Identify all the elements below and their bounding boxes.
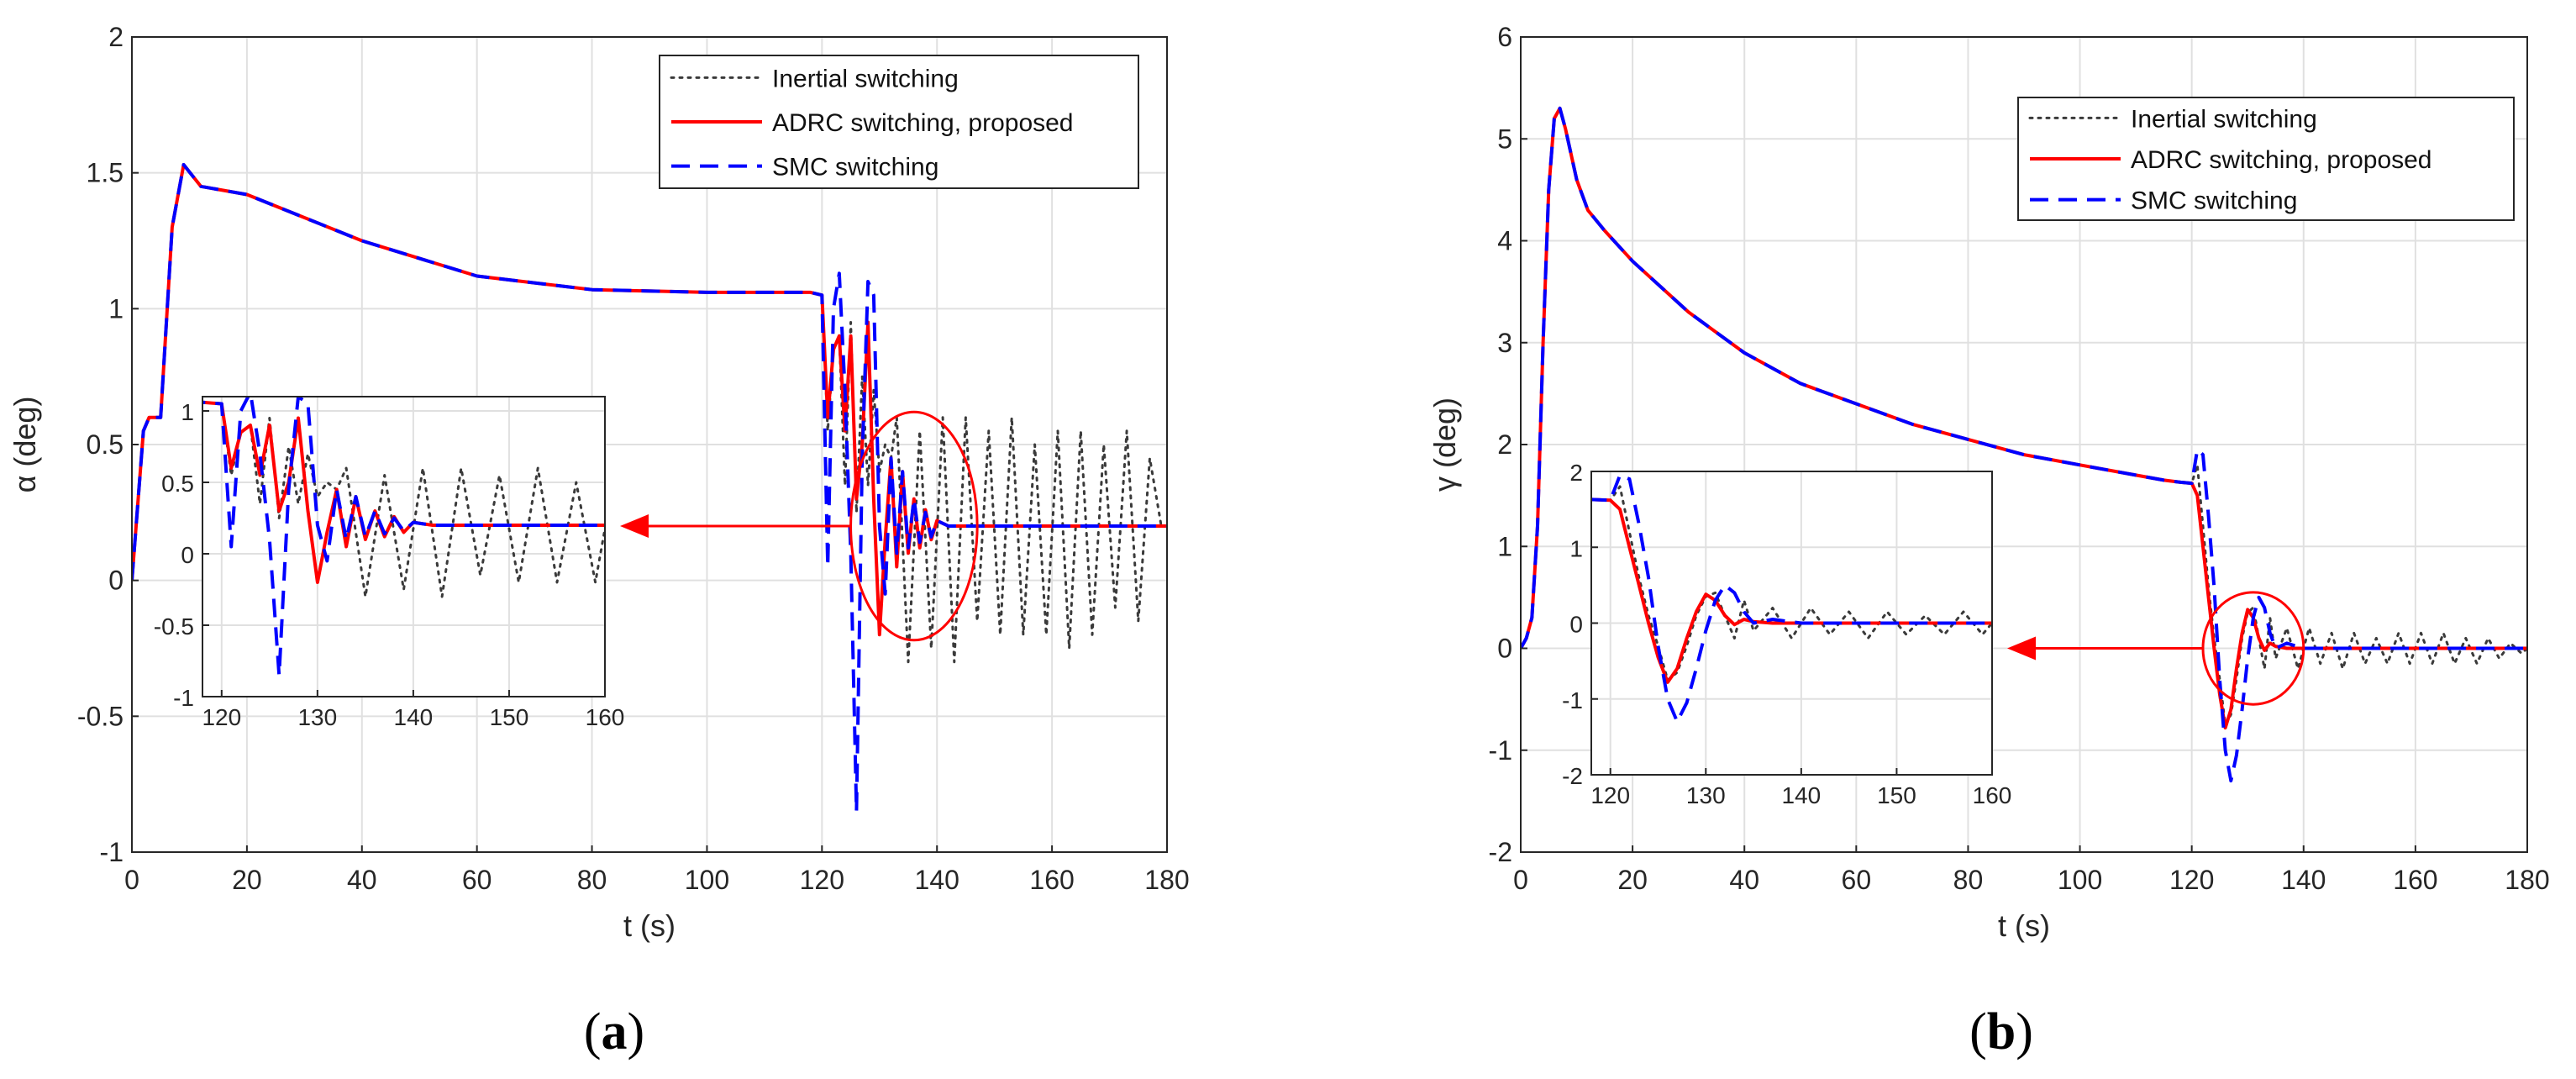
chart-b-x-tick-label: 20 (1617, 865, 1648, 895)
chart-b-y-tick-label: 2 (1497, 429, 1512, 460)
chart-a-caption: (a) (584, 1003, 644, 1061)
chart-a-y-tick-label: -1 (100, 837, 124, 867)
chart-a-inset-y-tick-label: 0.5 (161, 471, 194, 497)
chart-b-x-axis-label: t (s) (1998, 908, 2050, 943)
chart-b-y-tick-label: 3 (1497, 328, 1512, 358)
chart-a-inset-x-tick-label: 150 (490, 704, 529, 730)
chart-a-inset-x-tick-label: 160 (586, 704, 625, 730)
chart-a-inset-plot-area (202, 397, 605, 697)
chart-a-y-tick-label: 1 (108, 293, 124, 324)
chart-b-inset-x-tick-label: 130 (1686, 782, 1726, 808)
chart-b-y-axis-label: γ (deg) (1427, 397, 1462, 492)
chart-b-x-tick-label: 160 (2393, 865, 2437, 895)
chart-b-x-tick-label: 80 (1953, 865, 1984, 895)
chart-b-y-tick-label: 1 (1497, 531, 1512, 561)
chart-b-legend-entry: SMC switching (2131, 187, 2297, 215)
chart-b-inset-series-solid (1591, 497, 1992, 684)
chart-b-y-tick-label: -2 (1489, 837, 1512, 867)
chart-a-inset-x-tick-label: 120 (202, 704, 241, 730)
chart-a-inset-x-tick-label: 130 (297, 704, 337, 730)
chart-a-y-tick-label: -0.5 (77, 701, 124, 731)
chart-a-inset-y-tick-label: -0.5 (154, 613, 194, 640)
chart-a-y-tick-label: 1.5 (87, 158, 124, 188)
chart-a-x-tick-label: 160 (1029, 865, 1074, 895)
chart-b-series-dashed (1521, 106, 2527, 783)
chart-b-inset-y-tick-label: 1 (1569, 535, 1583, 561)
chart-b-zoom-arrow-head (2007, 636, 2036, 661)
chart-a-y-axis-label: α (deg) (8, 397, 42, 493)
chart-b-inset-series-dotted (1591, 485, 1992, 682)
chart-b-y-tick-label: -1 (1489, 735, 1512, 766)
chart-a-zoom-ellipse (849, 410, 979, 642)
chart-b-inset-y-tick-label: -2 (1562, 763, 1583, 789)
chart-b-y-tick-label: 6 (1497, 22, 1512, 52)
chart-b-inset-x-tick-label: 120 (1590, 782, 1630, 808)
chart-b-x-tick-label: 180 (2505, 865, 2549, 895)
chart-b-x-tick-label: 0 (1513, 865, 1528, 895)
chart-b-inset-y-tick-label: 2 (1569, 460, 1583, 486)
chart-b-x-tick-label: 60 (1842, 865, 1872, 895)
chart-b-x-tick-label: 120 (2169, 865, 2214, 895)
chart-b-y-tick-label: 5 (1497, 124, 1512, 154)
chart-a-inset-series-solid (202, 400, 605, 584)
chart-a-x-tick-label: 80 (577, 865, 607, 895)
chart-b-y-tick-label: 4 (1497, 226, 1512, 256)
chart-a-x-tick-label: 180 (1144, 865, 1189, 895)
chart-a-x-tick-label: 140 (915, 865, 959, 895)
chart-a-legend-entry: SMC switching (772, 154, 938, 182)
chart-b-legend-entry: ADRC switching, proposed (2131, 146, 2432, 174)
chart-a-inset-axes-frame (202, 396, 606, 697)
chart-a-x-axis-label: t (s) (623, 908, 676, 943)
chart-a-legend-entry: ADRC switching, proposed (772, 109, 1074, 137)
chart-a-inset-y-tick-label: 0 (181, 542, 194, 568)
chart-a-x-tick-label: 40 (347, 865, 377, 895)
chart-a-x-tick-label: 120 (800, 865, 844, 895)
chart-a-x-tick-label: 20 (232, 865, 262, 895)
chart-a-x-tick-label: 0 (124, 865, 139, 895)
chart-b-y-tick-label: 0 (1497, 634, 1512, 664)
chart-a-y-tick-label: 0.5 (87, 429, 124, 460)
chart-a-series-dashed (132, 163, 1167, 813)
chart-a-legend-entry: Inertial switching (772, 65, 959, 92)
chart-a-x-tick-label: 60 (462, 865, 492, 895)
chart-a-x-tick-label: 100 (685, 865, 729, 895)
chart-b-legend-entry: Inertial switching (2131, 105, 2317, 133)
chart-a-inset-y-tick-label: 1 (181, 399, 194, 425)
chart-b-inset-x-tick-label: 160 (1973, 782, 2012, 808)
chart-b-x-tick-label: 100 (2058, 865, 2102, 895)
chart-b-caption: (b) (1969, 1003, 2033, 1061)
chart-a-inset-x-tick-label: 140 (394, 704, 434, 730)
chart-a-y-tick-label: 0 (108, 566, 124, 596)
chart-b-inset-series-dashed (1591, 473, 1992, 724)
chart-b-inset-y-tick-label: -1 (1562, 687, 1583, 713)
chart-a-y-tick-label: 2 (108, 22, 124, 52)
chart-b-inset-y-tick-label: 0 (1569, 612, 1583, 638)
chart-b-x-tick-label: 40 (1729, 865, 1759, 895)
chart-b-x-tick-label: 140 (2281, 865, 2326, 895)
chart-a-zoom-arrow-head (620, 514, 649, 538)
chart-b-inset-x-tick-label: 150 (1877, 782, 1916, 808)
panel-a: 0 20 40 60 80 100 120 140 160 180 -1 -0.5 0 0.5 1 1.5 2 t… (8, 22, 1190, 1061)
chart-a-inset-y-tick-label: -1 (173, 685, 194, 711)
chart-b-inset-x-tick-label: 140 (1781, 782, 1821, 808)
